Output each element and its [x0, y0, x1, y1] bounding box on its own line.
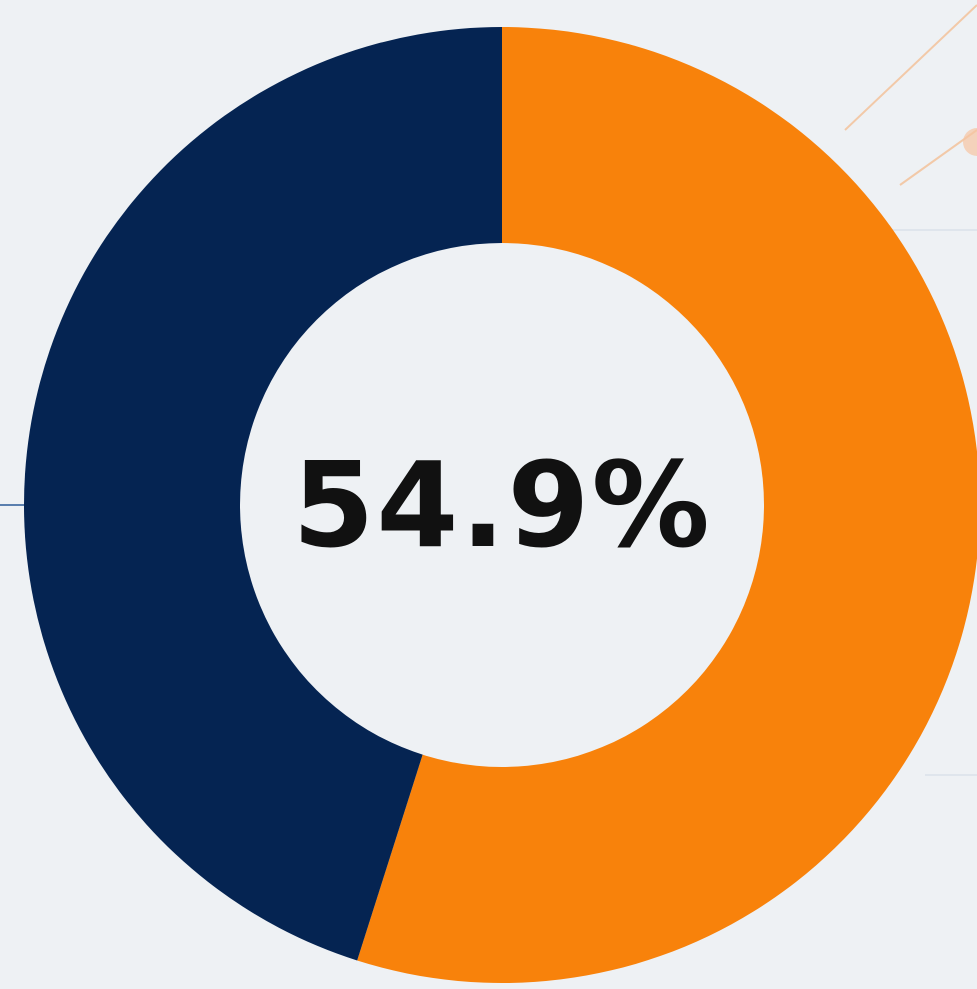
decor-line — [844, 4, 977, 131]
decor-dot — [963, 128, 977, 156]
center-value-label: 54.9% — [292, 436, 711, 574]
donut-hole — [240, 243, 764, 767]
